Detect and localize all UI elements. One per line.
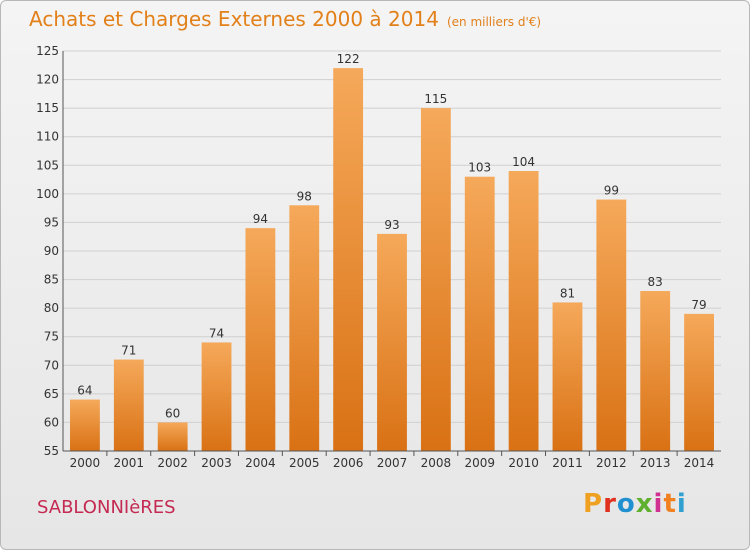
x-tick-label-2002: 2002 bbox=[157, 456, 188, 470]
y-tick-label: 70 bbox=[44, 358, 59, 372]
x-tick-label-2006: 2006 bbox=[333, 456, 364, 470]
y-tick-label: 115 bbox=[36, 101, 59, 115]
bar-2002 bbox=[157, 422, 188, 451]
data-label-2007: 93 bbox=[384, 218, 399, 232]
logo-letter: r bbox=[603, 489, 617, 519]
town-name: SABLONNIèRES bbox=[37, 497, 176, 518]
x-tick-label-2001: 2001 bbox=[114, 456, 145, 470]
bar-2010 bbox=[508, 171, 539, 451]
bar-2014 bbox=[684, 313, 714, 451]
data-label-2012: 99 bbox=[604, 184, 619, 198]
x-tick-label-2007: 2007 bbox=[377, 456, 408, 470]
data-label-2013: 83 bbox=[648, 275, 663, 289]
y-tick-label: 90 bbox=[44, 244, 59, 258]
x-tick-label-2000: 2000 bbox=[70, 456, 101, 470]
logo-letter: P bbox=[583, 489, 604, 519]
data-label-2008: 115 bbox=[424, 92, 447, 106]
chart-title-text: Achats et Charges Externes 2000 à 2014 bbox=[29, 7, 439, 31]
y-tick-label: 100 bbox=[36, 187, 59, 201]
x-tick-label-2013: 2013 bbox=[640, 456, 671, 470]
bar-2000 bbox=[70, 399, 100, 451]
proxiti-logo[interactable]: Proxiti bbox=[583, 489, 687, 519]
logo-letter: i bbox=[653, 489, 664, 519]
data-label-2002: 60 bbox=[165, 406, 180, 420]
y-tick-label: 75 bbox=[44, 330, 59, 344]
data-label-2014: 79 bbox=[691, 298, 706, 312]
data-label-2005: 98 bbox=[297, 189, 312, 203]
x-tick-label-2010: 2010 bbox=[508, 456, 539, 470]
bar-2007 bbox=[377, 233, 407, 451]
data-label-2011: 81 bbox=[560, 286, 575, 300]
bar-2012 bbox=[596, 199, 627, 451]
bar-2009 bbox=[464, 176, 495, 451]
y-tick-label: 110 bbox=[36, 130, 59, 144]
y-tick-label: 105 bbox=[36, 158, 59, 172]
chart-title: Achats et Charges Externes 2000 à 2014 (e… bbox=[29, 7, 541, 31]
y-tick-label: 55 bbox=[44, 444, 59, 458]
x-tick-label-2012: 2012 bbox=[596, 456, 627, 470]
bar-2008 bbox=[420, 108, 451, 452]
chart-subtitle: (en milliers d'€) bbox=[446, 15, 542, 29]
x-tick-label-2008: 2008 bbox=[421, 456, 452, 470]
y-tick-label: 80 bbox=[44, 301, 59, 315]
data-label-2004: 94 bbox=[253, 212, 268, 226]
logo-letter: x bbox=[635, 489, 654, 519]
logo-letter: i bbox=[676, 489, 687, 519]
data-label-2010: 104 bbox=[512, 155, 535, 169]
bar-2011 bbox=[552, 302, 583, 451]
data-label-2009: 103 bbox=[468, 161, 491, 175]
bar-2004 bbox=[245, 228, 276, 451]
y-tick-label: 65 bbox=[44, 387, 59, 401]
y-tick-label: 120 bbox=[36, 73, 59, 87]
data-label-2001: 71 bbox=[121, 344, 136, 358]
x-tick-label-2014: 2014 bbox=[684, 456, 715, 470]
bar-2006 bbox=[333, 68, 364, 452]
data-label-2000: 64 bbox=[77, 384, 92, 398]
data-label-2003: 74 bbox=[209, 326, 224, 340]
y-tick-label: 95 bbox=[44, 215, 59, 229]
x-tick-label-2011: 2011 bbox=[552, 456, 583, 470]
x-tick-label-2004: 2004 bbox=[245, 456, 276, 470]
logo-letter: o bbox=[616, 489, 636, 519]
x-tick-label-2005: 2005 bbox=[289, 456, 320, 470]
logo-letter: t bbox=[663, 489, 677, 519]
bar-2001 bbox=[113, 359, 144, 451]
bar-2013 bbox=[640, 291, 671, 451]
x-tick-label-2003: 2003 bbox=[201, 456, 232, 470]
bar-2005 bbox=[289, 205, 320, 451]
data-label-2006: 122 bbox=[337, 52, 360, 66]
x-tick-label-2009: 2009 bbox=[464, 456, 495, 470]
y-tick-label: 85 bbox=[44, 273, 59, 287]
y-tick-label: 125 bbox=[36, 44, 59, 58]
y-tick-label: 60 bbox=[44, 415, 59, 429]
bar-2003 bbox=[201, 342, 232, 451]
